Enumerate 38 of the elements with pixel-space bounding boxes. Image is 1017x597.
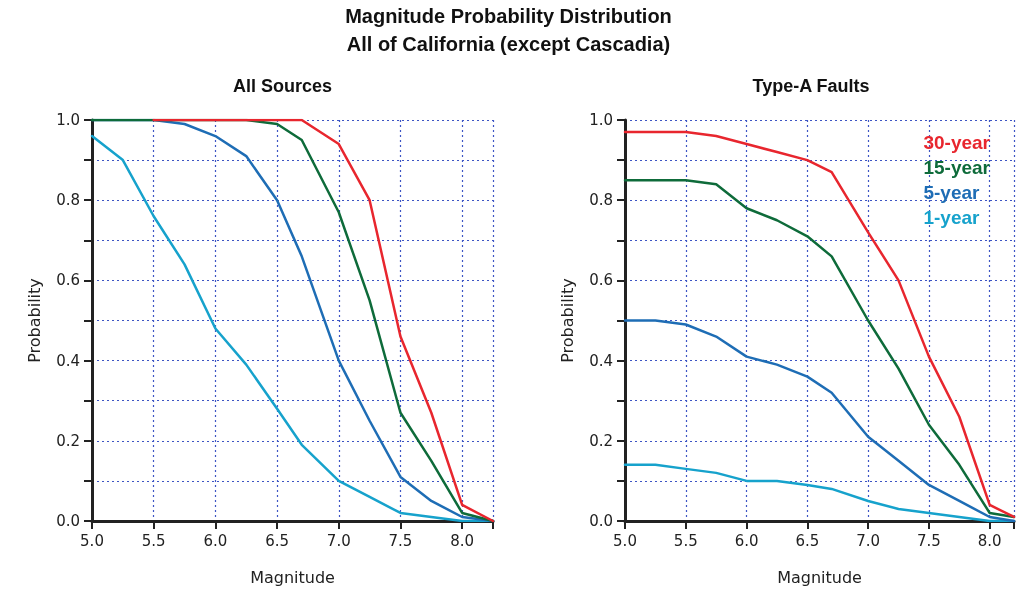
text: 30-year (923, 132, 991, 153)
text: All Sources (231, 76, 333, 97)
x-tick-label: 7.0 (856, 531, 881, 550)
x-tick-label: 5.5 (673, 531, 698, 550)
x-tick-label: 7.0 (326, 531, 351, 550)
x-tick-label: 8.0 (977, 531, 1002, 550)
text: 1-year (923, 207, 981, 228)
y-tick-label: 0.6 (589, 271, 613, 290)
text: 5-year (923, 182, 981, 203)
x-tick-label: 5.5 (141, 531, 166, 550)
x-tick-label: 6.5 (265, 531, 290, 550)
y-tick-label: 0.2 (589, 431, 613, 450)
chart-title: Type-A Faults (751, 76, 871, 97)
y-tick-label: 0.0 (56, 512, 80, 530)
x-axis-title: Magnitude (777, 567, 862, 587)
y-tick-label: 0.2 (56, 431, 80, 450)
y-axis-title: Probability (557, 278, 577, 363)
x-tick-label: 6.5 (795, 531, 820, 550)
x-tick-label: 8.0 (450, 531, 475, 550)
y-tick-label: 0.6 (56, 271, 80, 290)
x-tick-label: 7.5 (388, 531, 413, 550)
y-tick-label: 0.8 (56, 191, 80, 210)
y-tick-label: 0.8 (589, 191, 613, 210)
chart-title: Magnitude Probability Distribution (344, 5, 673, 28)
text: 15-year (923, 157, 991, 178)
x-tick-label: 7.5 (916, 531, 941, 550)
x-tick-label: 6.0 (203, 531, 228, 550)
y-tick-label: 0.0 (589, 512, 613, 530)
y-axis-title: Probability (24, 278, 44, 363)
x-tick-label: 5.0 (613, 531, 637, 550)
x-tick-label: 5.0 (80, 531, 104, 550)
x-axis-title: Magnitude (250, 567, 335, 587)
x-tick-label: 6.0 (734, 531, 759, 550)
chart-subtitle: All of California (except Cascadia) (345, 33, 672, 56)
y-tick-label: 1.0 (56, 111, 80, 129)
y-tick-label: 1.0 (589, 111, 613, 129)
y-tick-label: 0.4 (56, 351, 80, 370)
y-tick-label: 0.4 (589, 351, 613, 370)
